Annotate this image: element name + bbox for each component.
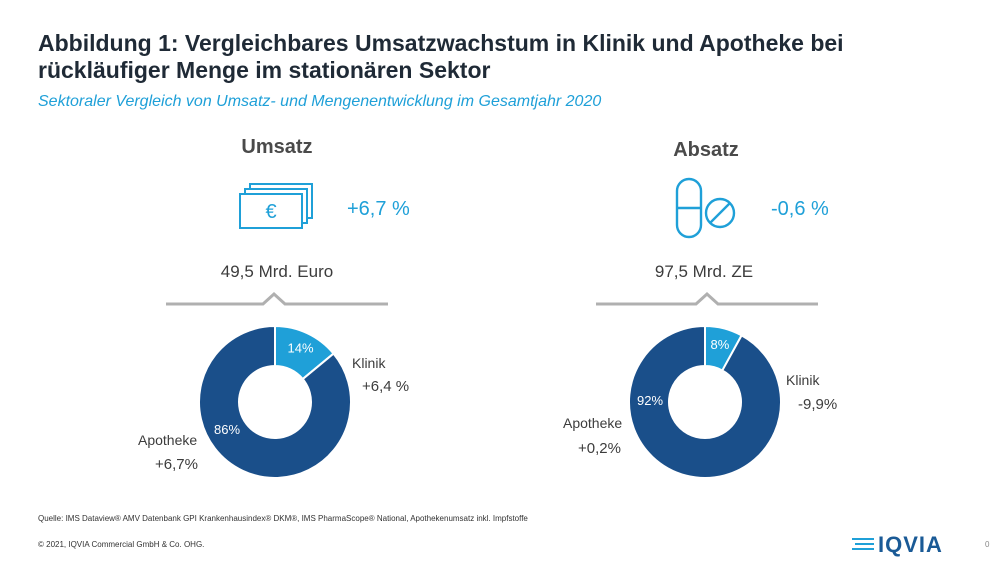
pills-icon [675, 177, 736, 239]
euro-banknotes-icon: € [239, 183, 313, 229]
absatz-klinik-change: -9,9% [798, 396, 838, 413]
umsatz-apotheke-name: Apotheke [138, 432, 198, 448]
absatz-apotheke-name: Apotheke [563, 415, 623, 431]
umsatz-bracket [166, 291, 388, 306]
absatz-apotheke-change: +0,2% [578, 440, 621, 457]
donut-label-klinik: 8% [711, 337, 730, 352]
page-number: 0 [985, 540, 990, 549]
chart-title: Abbildung 1: Vergleichbares Umsatzwachst… [38, 30, 844, 83]
absatz-donut: 8% 92% [628, 324, 782, 479]
donut-label-apotheke: 86% [214, 422, 240, 437]
svg-text:€: € [265, 201, 276, 223]
donut-slice-apotheke [628, 324, 782, 479]
chart-subtitle: Sektoraler Vergleich von Umsatz- und Men… [38, 93, 602, 110]
absatz-total: 97,5 Mrd. ZE [654, 262, 754, 281]
umsatz-klinik-change: +6,4 % [362, 378, 410, 395]
source-note: Quelle: IMS Dataview® AMV Datenbank GPI … [38, 514, 528, 523]
absatz-heading: Absatz [673, 139, 739, 161]
absatz-klinik-name: Klinik [786, 372, 820, 388]
absatz-bracket [596, 291, 818, 306]
copyright-note: © 2021, IQVIA Commercial GmbH & Co. OHG. [38, 540, 205, 549]
absatz-change: -0,6 % [771, 198, 829, 220]
donut-slice-apotheke [198, 324, 352, 479]
umsatz-change: +6,7 % [347, 198, 410, 220]
umsatz-total: 49,5 Mrd. Euro [220, 262, 334, 281]
iqvia-logo: IQVIA [878, 532, 943, 557]
umsatz-heading: Umsatz [241, 136, 313, 158]
umsatz-apotheke-change: +6,7% [155, 456, 198, 473]
donut-label-klinik: 14% [288, 341, 314, 356]
donut-label-apotheke: 92% [637, 393, 663, 408]
umsatz-klinik-name: Klinik [352, 355, 386, 371]
iqvia-logo-lines-icon [852, 538, 874, 550]
umsatz-donut: 14% 86% [198, 324, 352, 479]
